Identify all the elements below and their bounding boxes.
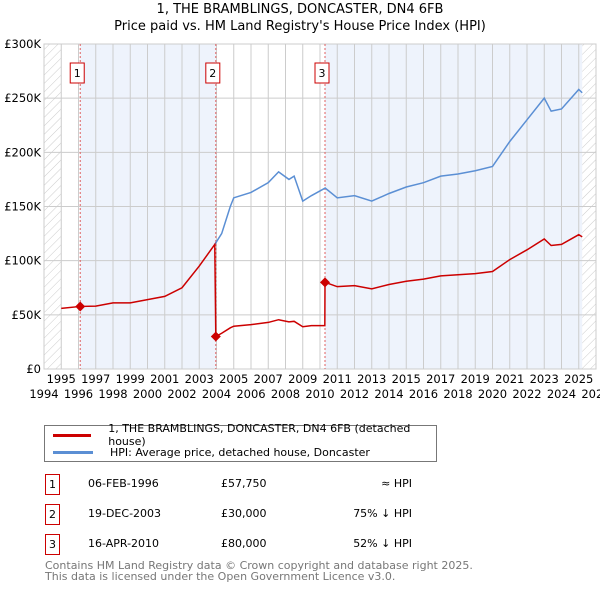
- hpi-comparison: 52% ↓ HPI: [353, 537, 412, 550]
- sale-point: [210, 331, 221, 342]
- hpi-comparison: 75% ↓ HPI: [353, 507, 412, 520]
- sale-date: 06-FEB-1996: [88, 477, 159, 490]
- property-price-line: [61, 233, 583, 338]
- sale-marker-label: 2: [209, 67, 216, 80]
- x-tick-label: 2011: [323, 372, 352, 386]
- x-tick-label: 2024: [547, 387, 576, 401]
- legend-label: 1, THE BRAMBLINGS, DONCASTER, DN4 6FB (d…: [108, 422, 411, 448]
- sale-point: [75, 301, 86, 312]
- y-tick-label: £0: [26, 362, 41, 376]
- transaction-row: 3 16-APR-2010 £80,000 52% ↓ HPI: [44, 534, 464, 555]
- x-tick-label: 1999: [116, 372, 145, 386]
- sale-point: [320, 277, 331, 288]
- x-tick-label: 2025: [564, 372, 593, 386]
- sale-marker-box: [314, 62, 330, 84]
- x-tick-label: 2005: [219, 372, 248, 386]
- sale-marker-box: [205, 62, 221, 84]
- x-tick-label: 2019: [461, 372, 490, 386]
- footer-line-2: This data is licensed under the Open Gov…: [45, 570, 396, 583]
- sale-marker-badge: 2: [45, 504, 60, 525]
- x-tick-label: 2020: [478, 387, 507, 401]
- chart-title: 1, THE BRAMBLINGS, DONCASTER, DN4 6FB: [156, 2, 444, 17]
- x-tick-label: 2007: [254, 372, 283, 386]
- x-tick-label: 2009: [288, 372, 317, 386]
- x-tick-label: 2015: [392, 372, 421, 386]
- sale-marker-label: 3: [319, 67, 326, 80]
- price-chart: 1994199519961997199819992000200120022003…: [4, 37, 600, 401]
- x-tick-label: 2001: [150, 372, 179, 386]
- x-tick-label: 2022: [512, 387, 541, 401]
- sale-price: £30,000: [221, 507, 267, 520]
- y-tick-label: £50K: [12, 308, 42, 322]
- y-tick-label: £200K: [4, 145, 41, 159]
- legend: 1, THE BRAMBLINGS, DONCASTER, DN4 6FB (d…: [44, 422, 437, 462]
- sale-marker-box: [69, 62, 85, 84]
- x-tick-label: 1996: [64, 387, 93, 401]
- hpi-line: [214, 88, 583, 245]
- x-tick-label: 2003: [185, 372, 214, 386]
- chart-subtitle: Price paid vs. HM Land Registry's House …: [114, 19, 486, 34]
- legend-item-property: 1, THE BRAMBLINGS, DONCASTER, DN4 6FB (d…: [53, 422, 436, 448]
- x-tick-label: 1998: [98, 387, 127, 401]
- y-tick-label: £300K: [4, 37, 41, 51]
- x-tick-label: 1994: [29, 387, 58, 401]
- sale-marker-badge: 1: [45, 474, 60, 495]
- x-tick-label: 2023: [530, 372, 559, 386]
- plot-frame: [43, 43, 597, 370]
- y-tick-label: £100K: [4, 254, 41, 268]
- x-tick-label: 2021: [495, 372, 524, 386]
- x-tick-label: 2016: [409, 387, 438, 401]
- x-tick-label: 2012: [340, 387, 369, 401]
- transaction-row: 2 19-DEC-2003 £30,000 75% ↓ HPI: [44, 504, 464, 525]
- transaction-row: 1 06-FEB-1996 £57,750 ≈ HPI: [44, 474, 464, 495]
- x-tick-label: 2018: [443, 387, 472, 401]
- x-tick-label: 2006: [236, 387, 265, 401]
- legend-swatch: [53, 450, 93, 454]
- x-tick-label: 1997: [81, 372, 110, 386]
- legend-label: HPI: Average price, detached house, Donc…: [110, 445, 370, 459]
- x-tick-label: 2008: [271, 387, 300, 401]
- sale-marker-label: 1: [74, 67, 81, 80]
- sale-price: £80,000: [221, 537, 267, 550]
- x-tick-label: 2014: [374, 387, 403, 401]
- x-tick-label: 2000: [133, 387, 162, 401]
- x-tick-label: 2013: [357, 372, 386, 386]
- sale-price: £57,750: [221, 477, 267, 490]
- hpi-comparison: ≈ HPI: [381, 477, 412, 490]
- y-tick-label: £250K: [4, 91, 41, 105]
- x-tick-label: 2026: [581, 387, 600, 401]
- legend-item-hpi: HPI: Average price, detached house, Donc…: [53, 444, 370, 460]
- legend-swatch: [53, 433, 92, 437]
- sale-date: 19-DEC-2003: [88, 507, 162, 520]
- x-tick-label: 2004: [202, 387, 231, 401]
- footer-line-1: Contains HM Land Registry data © Crown c…: [45, 559, 473, 572]
- x-tick-label: 2002: [167, 387, 196, 401]
- x-tick-label: 2010: [305, 387, 334, 401]
- y-tick-label: £150K: [4, 200, 41, 214]
- x-tick-label: 1995: [47, 372, 76, 386]
- sale-marker-badge: 3: [45, 534, 60, 555]
- sale-date: 16-APR-2010: [88, 537, 160, 550]
- x-tick-label: 2017: [426, 372, 455, 386]
